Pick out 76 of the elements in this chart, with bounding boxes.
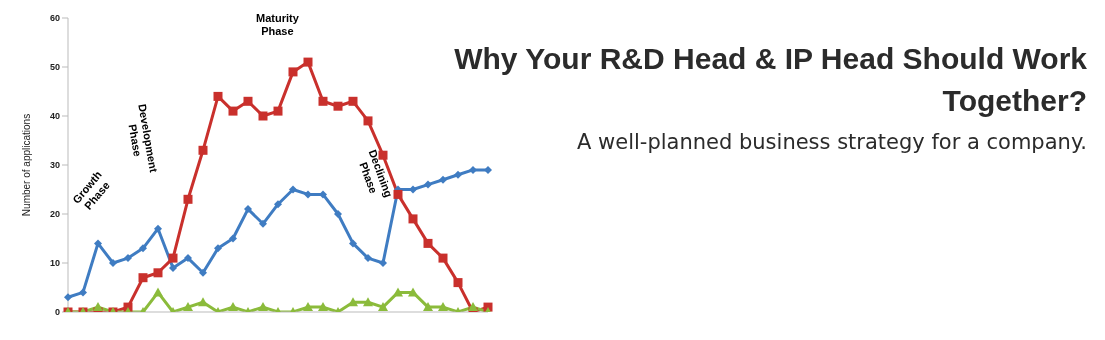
point — [289, 185, 297, 194]
point — [214, 244, 222, 253]
point — [393, 189, 403, 199]
y-tick-label: 40 — [49, 111, 60, 122]
point — [198, 297, 208, 307]
point — [423, 302, 433, 312]
point — [274, 200, 282, 209]
point — [453, 278, 463, 288]
text: A well-planned business strategy for a company. — [577, 130, 1087, 154]
point — [348, 96, 358, 106]
y-tick-label: 0 — [54, 307, 60, 318]
point — [153, 268, 163, 278]
point — [138, 273, 148, 283]
point — [109, 259, 117, 267]
point — [439, 175, 447, 184]
point — [169, 263, 177, 272]
point — [348, 297, 358, 307]
point — [363, 297, 373, 307]
point — [228, 302, 238, 312]
point — [408, 214, 418, 224]
y-tick-label: 50 — [49, 62, 60, 73]
point — [423, 238, 433, 248]
point — [303, 57, 313, 67]
point — [258, 302, 268, 312]
point — [94, 239, 102, 248]
point — [349, 239, 357, 248]
point — [318, 302, 328, 312]
point — [183, 194, 193, 204]
point — [438, 253, 448, 263]
point — [484, 165, 492, 174]
text: Why Your R&D Head & IP Head Should Work Together? — [453, 41, 1087, 119]
point — [168, 253, 178, 263]
point — [79, 288, 87, 297]
point — [199, 268, 207, 277]
point — [243, 96, 253, 106]
y-tick-label: 60 — [49, 13, 60, 24]
point — [93, 302, 103, 312]
point — [409, 185, 417, 194]
point — [333, 101, 343, 111]
point — [124, 254, 132, 263]
point — [318, 96, 328, 106]
y-axis-title: Number of applications — [20, 113, 32, 217]
point — [408, 287, 418, 297]
point — [183, 302, 193, 312]
point — [438, 302, 448, 312]
point — [198, 145, 208, 155]
point — [303, 302, 313, 312]
point — [244, 205, 252, 214]
point — [153, 287, 163, 297]
y-tick-label: 20 — [49, 209, 60, 220]
y-tick-label: 10 — [49, 258, 60, 269]
point — [468, 302, 478, 312]
point — [424, 180, 432, 189]
y-tick-label: 30 — [49, 160, 60, 171]
point — [259, 219, 267, 228]
point — [288, 67, 298, 77]
annotation: Maturity Phase — [256, 12, 299, 38]
point — [379, 259, 387, 267]
point — [273, 106, 283, 116]
point — [229, 234, 237, 243]
point — [364, 254, 372, 263]
point — [304, 190, 312, 199]
point — [454, 170, 462, 179]
point — [154, 224, 162, 233]
point — [378, 302, 388, 312]
point — [184, 254, 192, 263]
point — [64, 293, 72, 302]
point — [213, 91, 223, 101]
point — [258, 111, 268, 121]
point — [228, 106, 238, 116]
point — [393, 287, 403, 297]
point — [469, 165, 477, 174]
point — [363, 116, 373, 126]
point — [334, 210, 342, 218]
point — [319, 190, 327, 199]
point — [139, 244, 147, 253]
